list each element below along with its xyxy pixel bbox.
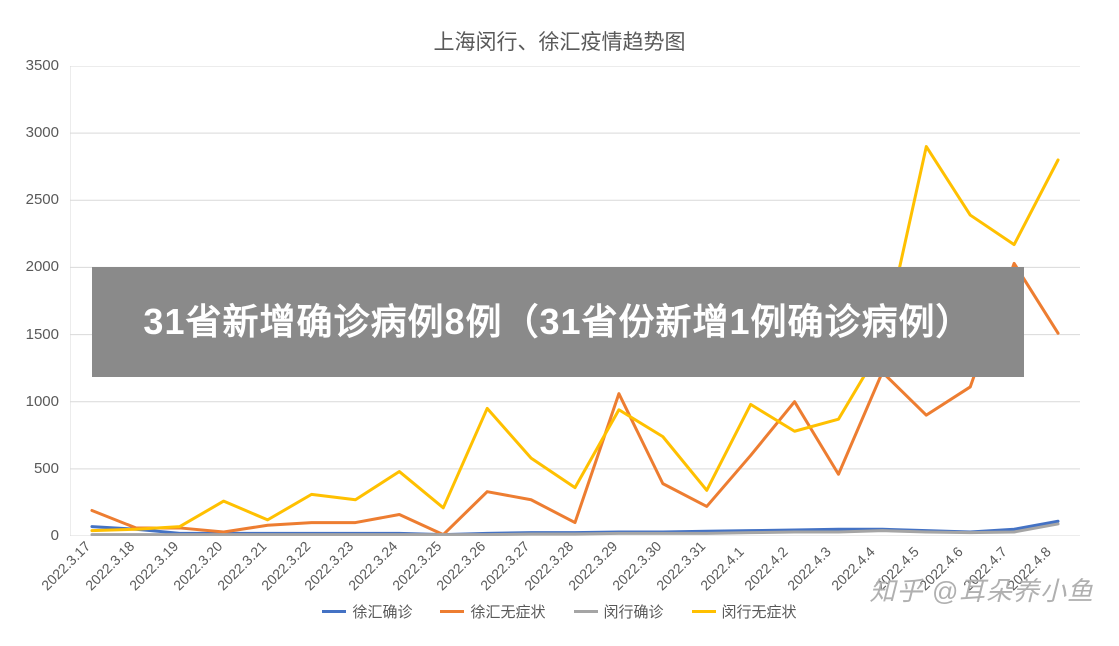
y-tick-label: 3000 — [9, 124, 59, 141]
legend-swatch — [440, 610, 464, 613]
legend-label: 闵行确诊 — [604, 601, 664, 622]
y-tick-label: 1000 — [9, 393, 59, 410]
x-tick-label: 2022.4.5 — [872, 543, 922, 593]
line-chart: 上海闵行、徐汇疫情趋势图 0 500 1000 1500 2000 2500 3000 350… — [0, 0, 1119, 646]
legend: 徐汇确诊 徐汇无症状 闵行确诊 闵行无症状 — [0, 601, 1119, 622]
headline-overlay-text: 31省新增确诊病例8例（31省份新增1例确诊病例） — [143, 299, 972, 346]
y-tick-label: 3500 — [9, 57, 59, 74]
x-tick-label: 2022.4.4 — [828, 543, 878, 593]
x-tick-label: 2022.4.3 — [784, 543, 834, 593]
legend-label: 徐汇无症状 — [470, 601, 545, 622]
x-tick-label: 2022.4.6 — [916, 543, 966, 593]
x-tick-label: 2022.4.8 — [1004, 543, 1054, 593]
x-tick-label: 2022.4.7 — [960, 543, 1010, 593]
legend-swatch — [574, 610, 598, 613]
headline-overlay: 31省新增确诊病例8例（31省份新增1例确诊病例） — [92, 267, 1024, 377]
y-tick-label: 500 — [9, 460, 59, 477]
legend-item: 闵行无症状 — [692, 601, 797, 622]
chart-title: 上海闵行、徐汇疫情趋势图 — [0, 26, 1119, 56]
legend-label: 徐汇确诊 — [352, 601, 412, 622]
legend-label: 闵行无症状 — [722, 601, 797, 622]
legend-item: 徐汇无症状 — [440, 601, 545, 622]
y-tick-label: 1500 — [9, 326, 59, 343]
x-tick-label: 2022.4.2 — [741, 543, 791, 593]
legend-swatch — [692, 610, 716, 613]
y-tick-label: 0 — [9, 527, 59, 544]
y-tick-label: 2500 — [9, 191, 59, 208]
y-tick-label: 2000 — [9, 258, 59, 275]
legend-item: 徐汇确诊 — [322, 601, 412, 622]
legend-swatch — [322, 610, 346, 613]
legend-item: 闵行确诊 — [574, 601, 664, 622]
